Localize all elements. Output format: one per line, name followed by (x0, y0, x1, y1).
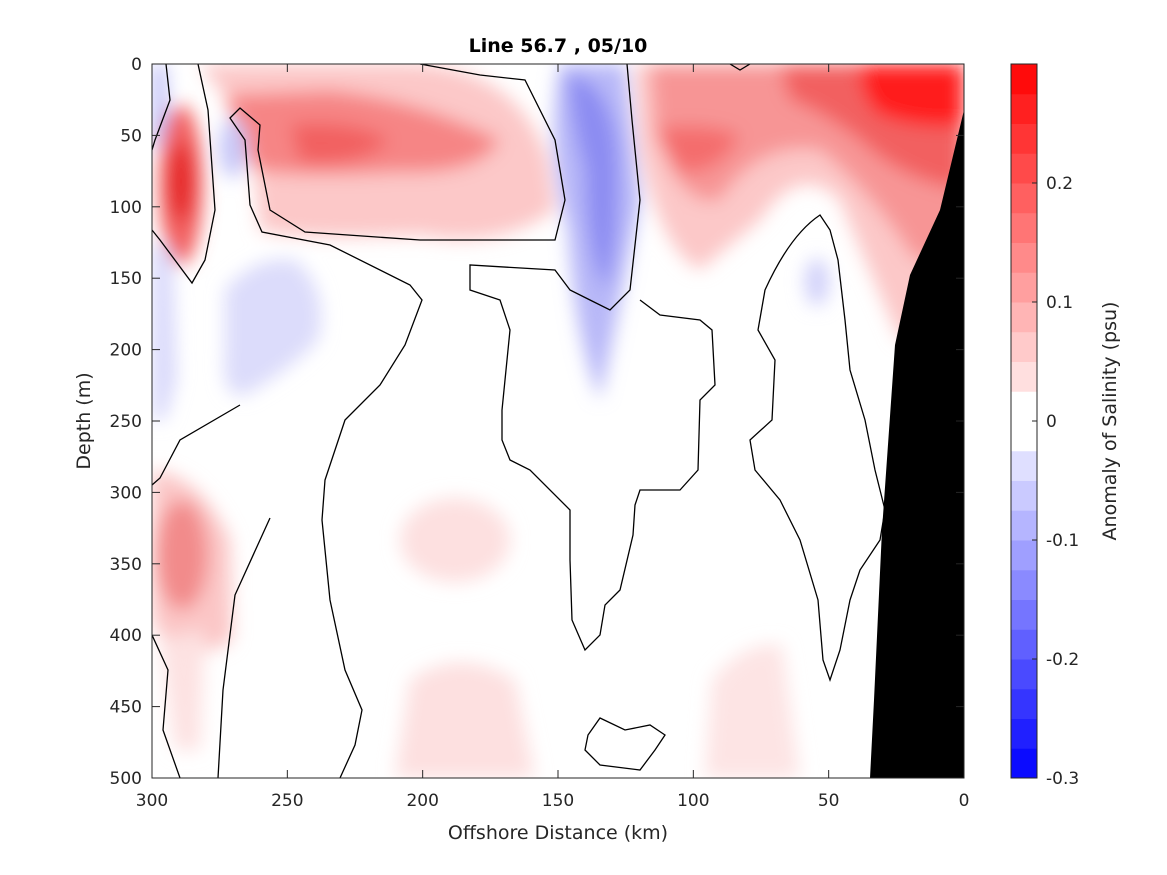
colorbar-step (1011, 212, 1037, 243)
colorbar-step (1011, 510, 1037, 541)
colorbar-step (1011, 599, 1037, 630)
colorbar: -0.3 -0.2 -0.1 0 0.1 0.2 Anomaly of Salinity … (1010, 63, 1121, 789)
y-tick-label: 300 (110, 483, 142, 503)
colorbar-step (1011, 93, 1037, 124)
colorbar-tick-label: -0.2 (1046, 650, 1079, 670)
contour-fill-surface-blue-strong (568, 75, 619, 290)
colorbar-step (1011, 64, 1037, 95)
zero-contour-1 (152, 64, 171, 151)
x-tick-label: 150 (542, 791, 574, 811)
x-tick-label: 300 (136, 791, 168, 811)
colorbar-step (1011, 361, 1037, 392)
contour-fill-deep-red-tail (160, 630, 205, 750)
colorbar-tick-label: 0 (1046, 412, 1057, 432)
x-tick-label: 200 (406, 791, 438, 811)
y-tick-label: 100 (110, 198, 142, 218)
y-tick-label: 500 (110, 769, 142, 789)
colorbar-tick-label: 0.2 (1046, 174, 1073, 194)
colorbar-tick-label: 0.1 (1046, 293, 1073, 313)
zero-contour-6 (749, 214, 886, 683)
colorbar-step (1011, 480, 1037, 511)
y-tick-label: 50 (120, 126, 142, 146)
colorbar-tick-label: -0.1 (1046, 531, 1079, 551)
contour-fill-offshore-red-spot-core (169, 142, 193, 222)
colorbar-step (1011, 688, 1037, 719)
y-tick-label: 350 (110, 555, 142, 575)
y-tick-label: 150 (110, 269, 142, 289)
zero-contour-3 (229, 64, 566, 778)
y-tick-label: 250 (110, 412, 142, 432)
colorbar-step (1011, 242, 1037, 273)
colorbar-step (1011, 272, 1037, 303)
colorbar-step (1011, 302, 1037, 333)
contour-fill-coastal-blue (805, 258, 829, 306)
colorbar-steps (1011, 64, 1037, 779)
y-axis: 0 50 100 150 200 250 300 350 400 450 500 (110, 55, 964, 789)
contour-fill-edge-blue (152, 64, 168, 150)
y-tick-label: 400 (110, 626, 142, 646)
y-tick-label: 450 (110, 698, 142, 718)
colorbar-step (1011, 659, 1037, 690)
contour-fill-bottom-pink-2 (705, 644, 800, 778)
colorbar-step (1011, 331, 1037, 362)
y-tick-label: 0 (131, 55, 142, 75)
x-tick-label: 50 (818, 791, 840, 811)
zero-contour-10 (584, 717, 666, 771)
colorbar-step (1011, 123, 1037, 154)
x-tick-label: 100 (677, 791, 709, 811)
y-tick-label: 200 (110, 341, 142, 361)
x-tick-label: 250 (271, 791, 303, 811)
zero-contour-7 (152, 634, 181, 778)
contour-fill-mid-pink (400, 498, 510, 582)
zero-contour-4 (469, 64, 716, 652)
colorbar-step (1011, 540, 1037, 571)
contour-fill-edge-blue-lower (152, 240, 176, 420)
colorbar-step (1011, 569, 1037, 600)
x-axis-label: Offshore Distance (km) (448, 822, 668, 844)
contour-fill-bottom-pink-1 (395, 662, 535, 778)
zero-contour-2 (152, 64, 216, 285)
y-axis-label: Depth (m) (73, 372, 95, 469)
colorbar-step (1011, 629, 1037, 660)
contour-fill-core-red-dark (290, 123, 390, 164)
colorbar-step (1011, 748, 1037, 779)
colorbar-step (1011, 183, 1037, 214)
contour-fill-coastal-red-sub (655, 126, 740, 173)
chart-title: Line 56.7 , 05/10 (469, 35, 648, 57)
zero-contour-5 (729, 64, 751, 71)
zero-contour-9 (152, 404, 241, 486)
colorbar-tick-label: -0.3 (1046, 769, 1079, 789)
colorbar-ticks: -0.3 -0.2 -0.1 0 0.1 0.2 (1032, 174, 1079, 789)
contour-fill-mid-blue (224, 259, 322, 396)
colorbar-label: Anomaly of Salinity (psu) (1099, 302, 1121, 541)
bathymetry-shelf (870, 110, 964, 778)
contour-fills (152, 64, 964, 778)
zero-contour-8 (217, 517, 271, 778)
colorbar-step (1011, 718, 1037, 749)
contour-fill-deep-red-core (156, 500, 208, 610)
contour-fill-coastal-red-max (860, 64, 964, 127)
x-axis: 300 250 200 150 100 50 0 (136, 64, 970, 811)
colorbar-step (1011, 421, 1037, 452)
zero-contour-lines (152, 64, 886, 778)
plot-area (151, 63, 965, 779)
colorbar-step (1011, 153, 1037, 184)
colorbar-step (1011, 450, 1037, 481)
x-tick-label: 0 (959, 791, 970, 811)
colorbar-step (1011, 391, 1037, 422)
contour-fill-small-blue (219, 118, 247, 178)
